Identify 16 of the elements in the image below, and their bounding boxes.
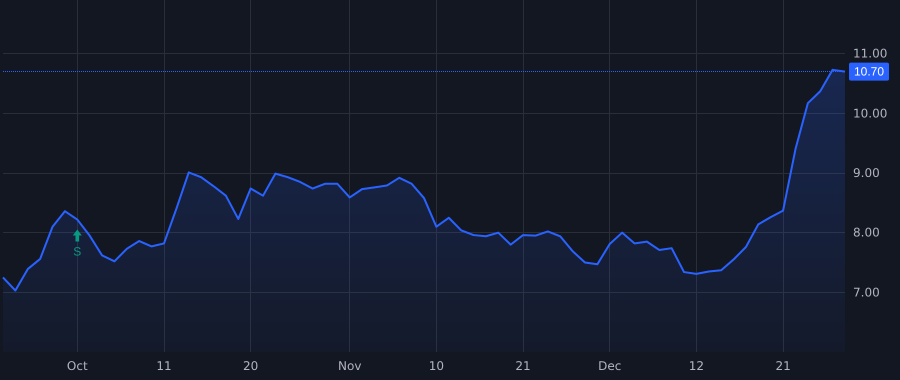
x-tick-label: 21 xyxy=(775,359,791,373)
y-tick-label: 9.00 xyxy=(853,166,880,180)
x-tick-label: 11 xyxy=(156,359,172,373)
x-tick-label: 10 xyxy=(428,359,444,373)
ref-line-label: 10.70 xyxy=(854,64,884,79)
y-tick-label: 8.00 xyxy=(853,226,880,240)
x-tick-label: Nov xyxy=(338,359,362,373)
annotation: S xyxy=(73,244,82,259)
y-tick-label: 11.00 xyxy=(853,46,888,61)
x-tick-label: 20 xyxy=(243,359,258,373)
x-tick-label: 21 xyxy=(515,359,531,373)
y-tick-label: 10.00 xyxy=(853,106,888,120)
y-tick-label: 7.00 xyxy=(853,285,880,300)
x-tick-label: Dec xyxy=(598,359,622,373)
x-tick-label: Oct xyxy=(66,359,88,373)
x-tick-label: 12 xyxy=(688,359,704,373)
